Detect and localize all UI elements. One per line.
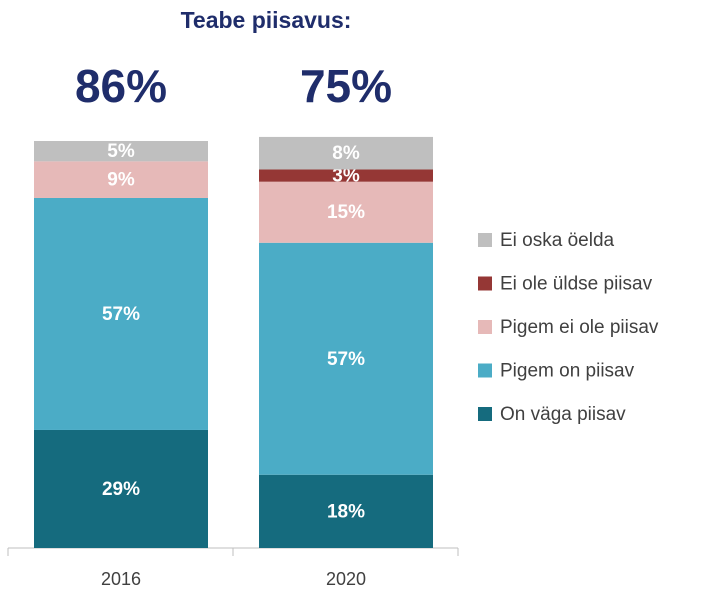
bar-segment xyxy=(34,161,208,198)
annotation: 75% xyxy=(300,60,392,112)
data-label: 57% xyxy=(102,304,140,325)
bar-segment xyxy=(34,197,208,430)
data-label: 8% xyxy=(332,143,360,164)
data-label: 29% xyxy=(102,479,140,500)
data-label: 9% xyxy=(107,170,135,191)
x-tick-label: 2020 xyxy=(326,569,366,589)
bar-segment xyxy=(259,474,433,548)
legend-label: Ei ole üldse piisav xyxy=(500,274,653,295)
x-tick-label: 2016 xyxy=(101,569,141,589)
legend-label: Pigem ei ole piisav xyxy=(500,317,659,338)
legend-label: Pigem on piisav xyxy=(500,361,635,382)
legend-swatch xyxy=(478,363,492,378)
bar-segment xyxy=(259,242,433,475)
legend-swatch xyxy=(478,320,492,334)
data-label: 57% xyxy=(327,349,365,370)
data-label: 5% xyxy=(107,141,135,162)
bar-segment xyxy=(259,181,433,243)
bar-segment xyxy=(259,136,433,170)
bar-segment xyxy=(34,141,208,162)
data-label: 18% xyxy=(327,501,365,522)
data-label: 15% xyxy=(327,202,365,223)
chart-title: Teabe piisavus: xyxy=(181,7,352,33)
legend-swatch xyxy=(478,233,492,247)
legend-swatch xyxy=(478,407,492,421)
annotation: 86% xyxy=(75,60,167,112)
bar-segment xyxy=(259,169,433,182)
legend-swatch xyxy=(478,276,492,291)
bar-segment xyxy=(34,429,208,548)
legend-label: On väga piisav xyxy=(500,404,626,425)
data-label: 3% xyxy=(332,166,360,187)
legend-label: Ei oska öelda xyxy=(500,230,615,251)
